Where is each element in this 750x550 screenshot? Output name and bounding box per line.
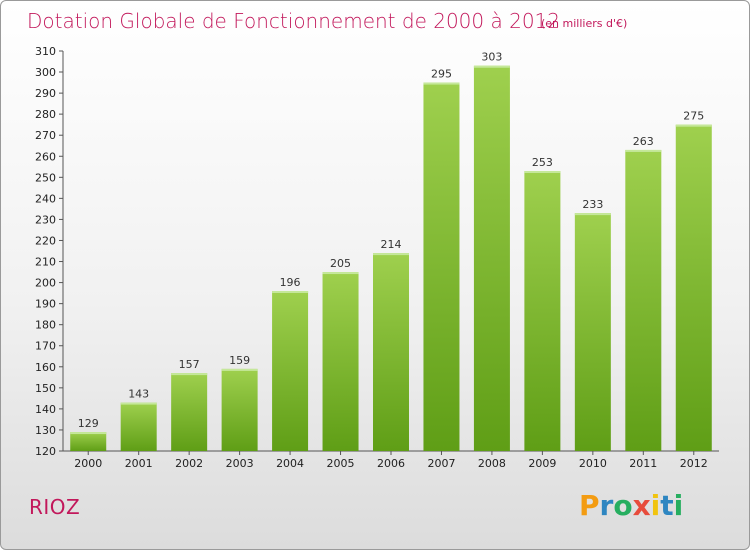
- x-tick-label: 2005: [327, 457, 355, 470]
- y-tick-label: 180: [35, 319, 56, 332]
- logo-letter: t: [660, 489, 674, 522]
- x-tick-label: 2008: [478, 457, 506, 470]
- commune-name: RIOZ: [29, 495, 81, 519]
- logo-letter: x: [632, 489, 651, 522]
- bars: 129 143 157 159 196 205 214 295 303 253 233 263 275: [70, 51, 712, 452]
- y-tick-label: 280: [35, 108, 56, 121]
- bar: [625, 149, 662, 451]
- bar: [272, 291, 309, 451]
- y-tick-label: 240: [35, 192, 56, 205]
- x-tick-label: 2004: [276, 457, 304, 470]
- bar-value-label: 303: [481, 51, 502, 64]
- bar-value-label: 143: [128, 388, 149, 401]
- bar-value-label: 157: [179, 358, 200, 371]
- bar-highlight: [473, 65, 510, 68]
- logo-letter: o: [613, 489, 633, 522]
- logo-letter: P: [579, 489, 600, 522]
- x-tick-label: 2007: [427, 457, 455, 470]
- bar: [473, 65, 510, 451]
- bar-highlight: [322, 272, 359, 275]
- y-tick-label: 210: [35, 256, 56, 269]
- bar: [221, 368, 258, 451]
- bar-highlight: [675, 124, 712, 127]
- chart-title: Dotation Globale de Fonctionnement de 20…: [27, 9, 560, 33]
- bar-highlight: [524, 171, 561, 173]
- bar-highlight: [423, 82, 460, 85]
- bar: [322, 272, 359, 451]
- y-tick-label: 250: [35, 171, 56, 184]
- y-tick-label: 140: [35, 403, 56, 416]
- bar-highlight: [373, 253, 409, 256]
- bar-highlight: [625, 149, 662, 152]
- x-tick-label: 2001: [125, 457, 153, 470]
- y-tick-label: 300: [35, 66, 56, 79]
- x-tick-label: 2000: [74, 457, 102, 470]
- bar-value-label: 129: [78, 417, 99, 430]
- bar-highlight: [70, 432, 107, 435]
- bar-value-label: 275: [683, 110, 704, 123]
- x-tick-label: 2011: [629, 457, 657, 470]
- y-tick-label: 150: [35, 382, 56, 395]
- bar-value-label: 196: [280, 276, 301, 289]
- y-tick-label: 120: [35, 445, 56, 458]
- logo-letter: i: [650, 489, 661, 522]
- x-tick-label: 2010: [579, 457, 607, 470]
- bar: [675, 124, 712, 452]
- y-tick-label: 130: [35, 424, 56, 437]
- y-tick-label: 260: [35, 150, 56, 163]
- proxiti-logo: Proxiti: [579, 489, 683, 522]
- axes: 120 130 140 150 160 170 180 190 200 210 220 230 240 2…: [35, 45, 719, 470]
- bar-value-label: 263: [633, 135, 654, 148]
- bar: [423, 82, 460, 451]
- x-tick-label: 2009: [528, 457, 556, 470]
- bar-highlight: [171, 373, 208, 376]
- bar-value-label: 159: [229, 354, 250, 367]
- bar-value-label: 253: [532, 156, 553, 169]
- bar-value-label: 214: [381, 238, 402, 251]
- bar: [70, 432, 107, 451]
- y-tick-label: 160: [35, 361, 56, 374]
- y-tick-label: 200: [35, 277, 56, 290]
- logo-letter: i: [673, 489, 684, 522]
- y-tick-label: 170: [35, 340, 56, 353]
- x-tick-label: 2003: [226, 457, 254, 470]
- x-tick-label: 2006: [377, 457, 405, 470]
- bar-value-label: 233: [582, 198, 603, 211]
- y-tick-label: 220: [35, 234, 56, 247]
- bar: [373, 253, 409, 451]
- bar-highlight: [272, 291, 309, 293]
- y-tick-label: 270: [35, 129, 56, 142]
- x-tick-label: 2002: [175, 457, 203, 470]
- x-tick-label: 2012: [680, 457, 708, 470]
- bar-value-label: 205: [330, 257, 351, 270]
- y-tick-label: 310: [35, 45, 56, 58]
- unit-note: (en milliers d'€): [541, 17, 628, 30]
- bar: [171, 373, 208, 451]
- bar-value-label: 295: [431, 68, 452, 81]
- y-tick-label: 190: [35, 298, 56, 311]
- bar-highlight: [120, 402, 157, 405]
- logo-letter: r: [599, 489, 614, 522]
- bar: [524, 171, 561, 451]
- bar-highlight: [574, 213, 611, 216]
- bar-highlight: [221, 368, 258, 371]
- y-tick-label: 290: [35, 87, 56, 100]
- bar: [574, 213, 611, 451]
- bar: [120, 402, 157, 451]
- y-tick-label: 230: [35, 213, 56, 226]
